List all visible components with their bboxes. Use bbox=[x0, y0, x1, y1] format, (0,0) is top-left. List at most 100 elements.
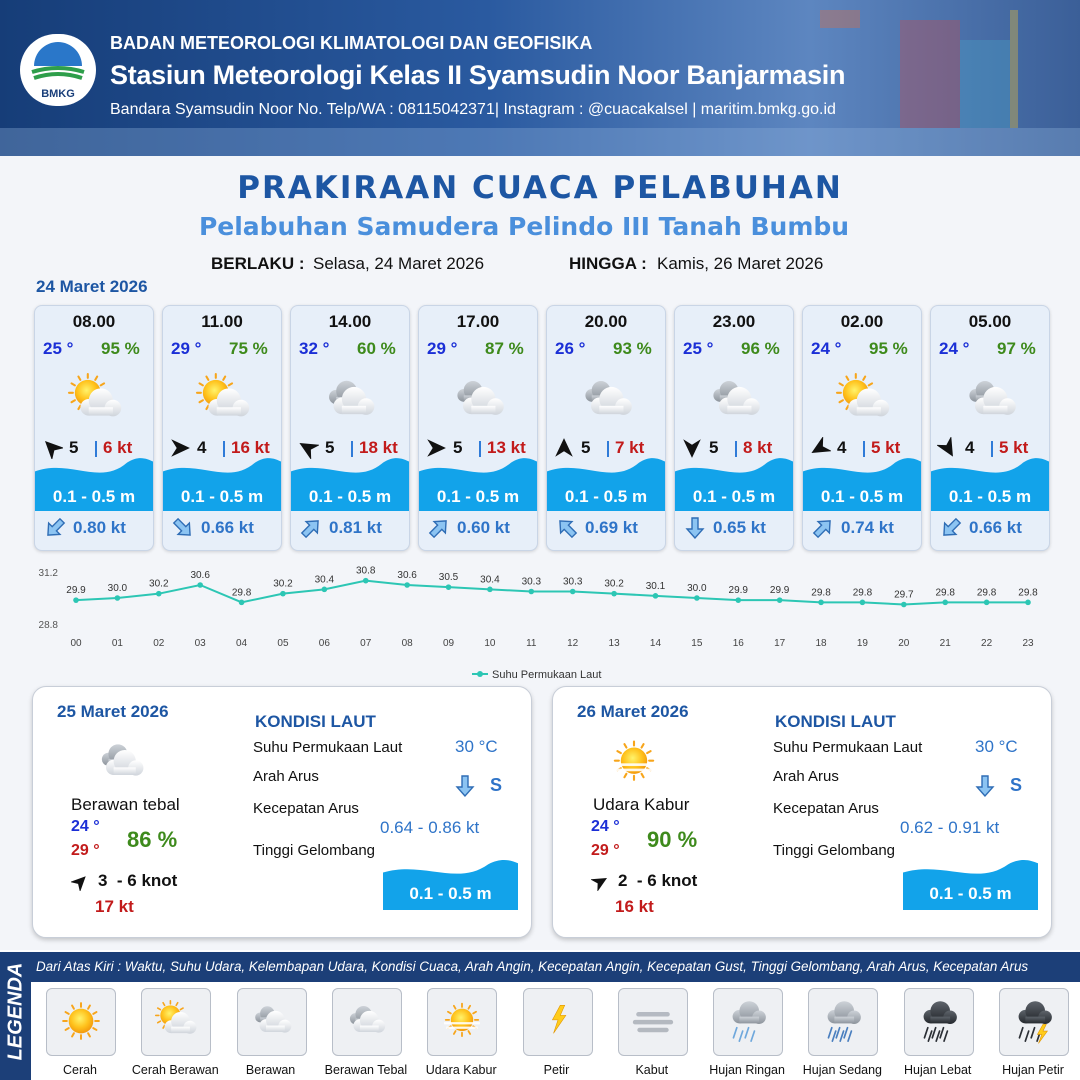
weather-icon bbox=[955, 364, 1027, 436]
day-condition: Berawan tebal bbox=[71, 795, 180, 814]
time: 23.00 bbox=[712, 312, 756, 331]
sst-point bbox=[321, 586, 328, 593]
air-temperature: 29 ° bbox=[171, 339, 202, 358]
humidity: 93 % bbox=[613, 339, 652, 358]
weather-icon-part bbox=[457, 380, 504, 415]
legend-icon-box bbox=[713, 988, 784, 1056]
day-wind-range: 2 - 6 knot bbox=[618, 871, 698, 890]
value-label: 30.3 bbox=[522, 577, 542, 588]
legend-icon-part bbox=[157, 1020, 162, 1024]
time: 17.00 bbox=[456, 312, 500, 331]
weather-icon-part bbox=[845, 404, 850, 411]
sst-point bbox=[569, 588, 576, 595]
legend-description: Dari Atas Kiri : Waktu, Suhu Udara, Kele… bbox=[36, 959, 1029, 974]
wind-direction-shape bbox=[683, 439, 701, 458]
air-temperature: 32 ° bbox=[299, 339, 330, 358]
weather-icon-part bbox=[77, 404, 82, 411]
x-tick-label: 23 bbox=[1022, 638, 1034, 649]
wave-shape-shape bbox=[35, 458, 153, 511]
subtitle: Pelabuhan Samudera Pelindo III Tanah Bum… bbox=[198, 212, 850, 241]
sst-point bbox=[362, 577, 369, 584]
logo-icon bbox=[31, 42, 85, 80]
weather-icon bbox=[443, 364, 515, 436]
min-temperature: 24 ° bbox=[71, 818, 100, 835]
wave-height: 0.1 - 0.5 m bbox=[180, 487, 264, 506]
weather-icon-part bbox=[718, 386, 760, 415]
wind-direction bbox=[41, 437, 65, 461]
x-tick-label: 10 bbox=[484, 638, 496, 649]
sst-point bbox=[280, 590, 286, 597]
day-weather-icon bbox=[89, 729, 155, 795]
day-weather-icon-part bbox=[640, 743, 645, 749]
day-current-arrow bbox=[453, 773, 477, 799]
current-direction-shape bbox=[428, 520, 447, 539]
divider bbox=[479, 441, 481, 457]
forecast-card: 08.00 25 ° 95 % 5 6 kt 0.1 - 0.5 m 0.80 kt bbox=[34, 305, 154, 551]
day-gust: 16 kt bbox=[615, 897, 654, 916]
gust-speed: 7 kt bbox=[615, 438, 645, 457]
legend-icon-part bbox=[839, 1030, 845, 1042]
current-direction-shape bbox=[812, 520, 831, 539]
legend-icon-box bbox=[141, 988, 212, 1056]
legend-icon-part bbox=[92, 1011, 98, 1015]
legend-icon-part bbox=[1024, 1030, 1030, 1042]
max-temperature: 29 ° bbox=[591, 842, 620, 859]
wind-direction bbox=[553, 437, 575, 459]
legend-item-label: Petir bbox=[543, 1063, 570, 1077]
current-speed: 0.80 kt bbox=[73, 518, 126, 537]
value-label: 29.9 bbox=[66, 585, 86, 596]
current-speed: 0.66 kt bbox=[969, 518, 1022, 537]
weather-icon bbox=[571, 364, 643, 436]
sst-point bbox=[859, 599, 866, 606]
wind-speed: 4 bbox=[837, 438, 847, 457]
weather-icon-part bbox=[88, 407, 113, 416]
wave-height: 0.1 - 0.5 m bbox=[820, 487, 904, 506]
weather-icon-part bbox=[585, 380, 632, 415]
wave-shape bbox=[547, 456, 665, 516]
sst-value: 30 °C bbox=[455, 737, 498, 756]
wind-direction bbox=[681, 437, 703, 459]
legend-icon bbox=[339, 993, 395, 1049]
legend-icon bbox=[1006, 993, 1062, 1049]
wind-direction-shape bbox=[171, 439, 190, 457]
x-tick-label: 16 bbox=[733, 638, 745, 649]
current-direction-shape bbox=[943, 517, 962, 536]
legend-item-label: Berawan Tebal bbox=[324, 1063, 408, 1077]
weather-icon-part bbox=[462, 386, 504, 415]
forecast-card: 05.00 24 ° 97 % 4 5 kt 0.1 - 0.5 m 0.66 kt bbox=[930, 305, 1050, 551]
current-direction-shape bbox=[812, 520, 831, 539]
legend-item-label: Udara Kabur bbox=[425, 1063, 497, 1077]
containers bbox=[900, 20, 960, 130]
weather-icon-part bbox=[205, 375, 210, 381]
wave-shape-shape bbox=[931, 458, 1049, 511]
legend-icon-part bbox=[353, 1010, 386, 1033]
legend-icon-box bbox=[999, 988, 1069, 1056]
logo-waves bbox=[31, 66, 85, 80]
legend-item-label: Hujan Petir bbox=[1002, 1063, 1064, 1077]
legend-icon-part bbox=[738, 1030, 744, 1042]
wind-direction bbox=[425, 437, 447, 459]
current-direction-shape bbox=[47, 517, 66, 536]
legend-icon-part bbox=[923, 1026, 929, 1039]
current-direction-shape bbox=[47, 517, 66, 536]
weather-icon-part bbox=[983, 405, 1008, 415]
legend-icon bbox=[720, 993, 776, 1049]
gust-speed: 16 kt bbox=[231, 438, 270, 457]
current-direction bbox=[939, 516, 963, 540]
day-wave-shape bbox=[383, 858, 518, 915]
current-direction-shape bbox=[559, 520, 578, 539]
wave-shape-shape bbox=[675, 458, 793, 511]
sst-point bbox=[528, 588, 535, 595]
wind-direction bbox=[935, 435, 959, 459]
wind-direction-shape bbox=[171, 439, 190, 457]
wind-speed: 5 bbox=[709, 438, 719, 457]
legend-icon-part bbox=[938, 1026, 945, 1039]
day-date: 25 Maret 2026 bbox=[57, 702, 169, 721]
wave-shape bbox=[931, 456, 1049, 516]
day-date: 26 Maret 2026 bbox=[577, 702, 689, 721]
day-weather-icon-part bbox=[640, 772, 645, 779]
sst-point bbox=[114, 595, 121, 601]
day-weather-icon-part bbox=[623, 743, 628, 749]
current-speed: 0.69 kt bbox=[585, 518, 638, 537]
x-tick-label: 22 bbox=[981, 638, 993, 649]
